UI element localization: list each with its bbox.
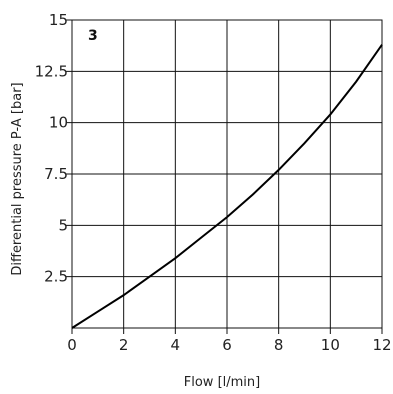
y-axis-label: Differential pressure P-A [bar] (10, 82, 25, 275)
x-tick-label: 2 (119, 336, 129, 354)
x-tick-label: 6 (222, 336, 232, 354)
plot-frame (71, 19, 383, 329)
y-tick-label: 2.5 (44, 268, 68, 286)
grid-lines (66, 19, 383, 334)
y-tick-label: 5 (58, 216, 68, 234)
y-tick-label: 12.5 (35, 62, 68, 80)
y-tick-label: 7.5 (44, 165, 68, 183)
y-tick-label: 15 (49, 11, 68, 29)
x-tick-label: 8 (274, 336, 284, 354)
y-tick-labels: 2.5 5 7.5 10 12.5 15 (35, 11, 68, 286)
panel-label: 3 (88, 28, 98, 44)
y-tick-label: 10 (49, 114, 68, 132)
pressure-curve (71, 44, 383, 329)
x-tick-labels: 0 2 4 6 8 10 12 (67, 336, 391, 354)
x-tick-label: 4 (171, 336, 181, 354)
x-axis-label: Flow [l/min] (184, 375, 260, 390)
x-tick-label: 10 (321, 336, 340, 354)
x-tick-label: 0 (67, 336, 77, 354)
x-tick-label: 12 (372, 336, 391, 354)
